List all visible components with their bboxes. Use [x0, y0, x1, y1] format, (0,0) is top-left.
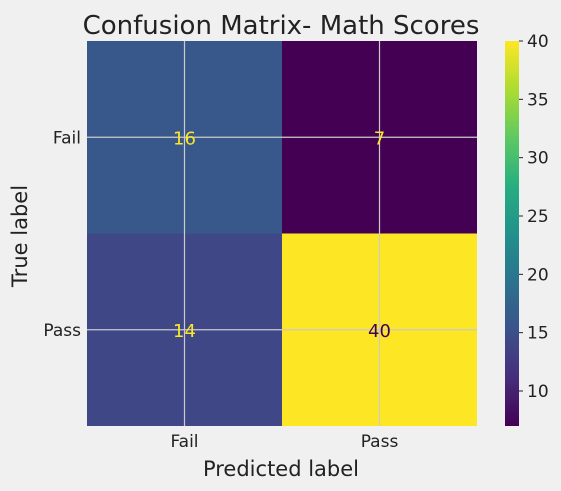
- y-axis-ticks: Fail Pass: [43, 128, 81, 341]
- colorbar-tick-label: 20: [527, 265, 549, 285]
- chart-title: Confusion Matrix- Math Scores: [83, 11, 480, 41]
- grid-lines: [87, 41, 477, 426]
- cell-value-labels: 16 7 14 40: [173, 128, 391, 342]
- x-tick-label: Fail: [170, 432, 198, 452]
- cell-value-label: 40: [368, 321, 391, 342]
- colorbar-tick-label: 30: [527, 149, 549, 169]
- colorbar-tick-label: 35: [527, 90, 549, 110]
- colorbar-tick-label: 15: [527, 324, 549, 344]
- colorbar-tick-label: 10: [527, 382, 549, 402]
- y-tick-label: Fail: [53, 128, 81, 148]
- y-tick-label: Pass: [43, 321, 81, 341]
- colorbar-ticks: 10 15 20 25 30 35 40: [519, 32, 549, 402]
- colorbar: [505, 41, 519, 426]
- colorbar-tick-label: 40: [527, 32, 549, 52]
- x-axis-ticks: Fail Pass: [170, 432, 398, 452]
- cell-value-label: 7: [374, 128, 385, 149]
- x-tick-label: Pass: [361, 432, 399, 452]
- x-axis-label: Predicted label: [203, 457, 359, 481]
- cell-value-label: 14: [173, 321, 196, 342]
- heatmap-cells: [87, 41, 477, 426]
- y-axis-label: True label: [8, 185, 32, 288]
- colorbar-tick-label: 25: [527, 207, 549, 227]
- cell-value-label: 16: [173, 128, 196, 149]
